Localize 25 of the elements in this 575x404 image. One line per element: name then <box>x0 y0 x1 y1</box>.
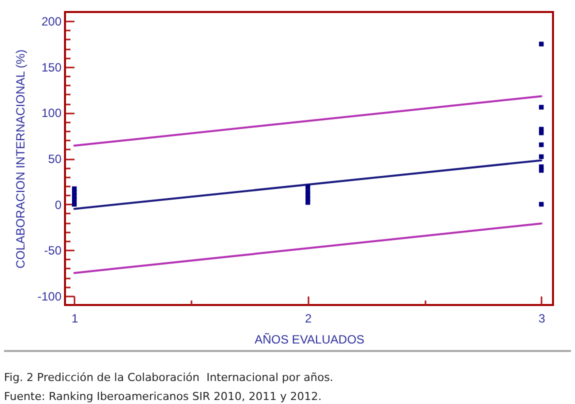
x-axis-title: AÑOS EVALUADOS <box>254 332 364 346</box>
point <box>538 142 544 148</box>
y-tick-label: 200 <box>41 14 62 29</box>
x-tick-label: 2 <box>304 312 312 326</box>
point <box>72 202 77 207</box>
point <box>538 104 544 110</box>
y-tick-label: 50 <box>48 152 62 166</box>
y-tick-label: -100 <box>37 289 62 304</box>
source-note: Fuente: Ranking Iberoamericanos SIR 2010, 2011 y 2012. <box>4 389 323 404</box>
point <box>538 202 544 207</box>
point <box>305 189 310 194</box>
y-axis-title: COLABORACION INTERNACIONAL (%) <box>13 50 28 268</box>
point <box>72 186 77 192</box>
point <box>305 184 310 190</box>
y-tick-label: -50 <box>44 244 62 258</box>
point <box>538 168 544 173</box>
y-tick-label: 100 <box>41 106 62 120</box>
y-tick-label: 0 <box>54 198 62 212</box>
x-tick-label: 3 <box>538 312 546 326</box>
x-tick-label: 1 <box>71 312 78 326</box>
point <box>538 130 544 136</box>
y-tick-label: 150 <box>41 60 62 74</box>
point <box>538 42 544 46</box>
point <box>538 154 544 160</box>
caption: Fig. 2 Predicción de la Colaboración Internacional por años. <box>4 370 334 386</box>
